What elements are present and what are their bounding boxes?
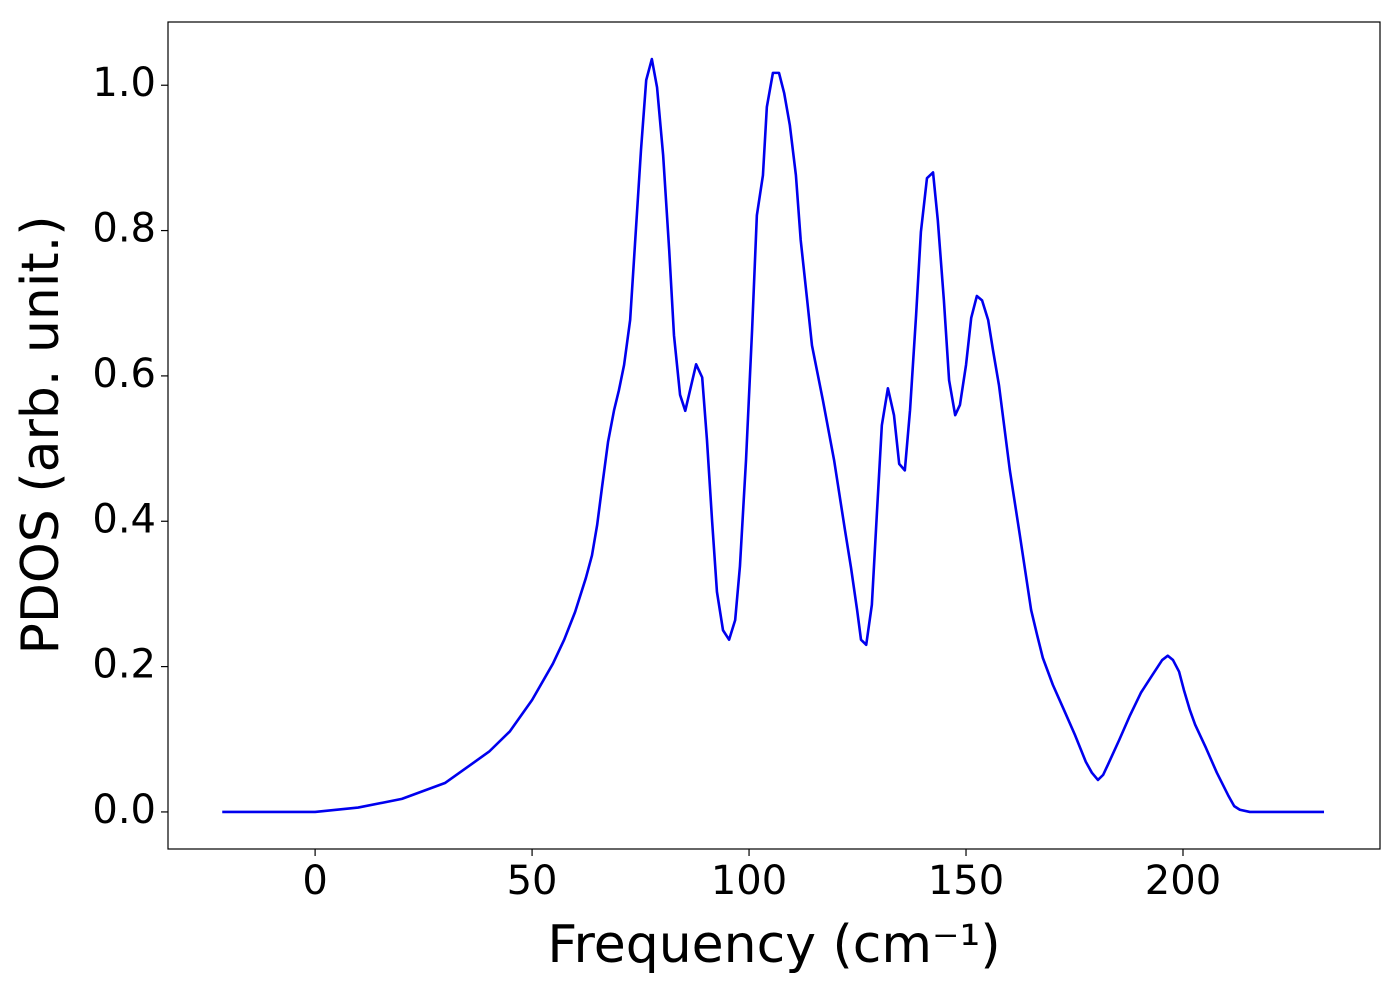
x-tick-label: 0 <box>302 858 327 904</box>
y-tick-label: 1.0 <box>92 60 156 106</box>
y-tick-label: 0.2 <box>92 642 156 688</box>
y-tick-label: 0.8 <box>92 206 156 252</box>
y-tick-label: 0.6 <box>92 351 156 397</box>
x-tick-label: 50 <box>507 858 558 904</box>
y-tick-label: 0.4 <box>92 496 156 542</box>
plot-frame <box>167 21 1381 850</box>
y-tick-label: 0.0 <box>92 787 156 833</box>
x-tick-label: 100 <box>711 858 787 904</box>
x-axis-label: Frequency (cm⁻¹) <box>547 915 1000 975</box>
x-tick-label: 200 <box>1145 858 1221 904</box>
x-tick-label: 150 <box>928 858 1004 904</box>
y-axis-label: PDOS (arb. unit.) <box>11 215 71 654</box>
data-line <box>222 57 1325 814</box>
